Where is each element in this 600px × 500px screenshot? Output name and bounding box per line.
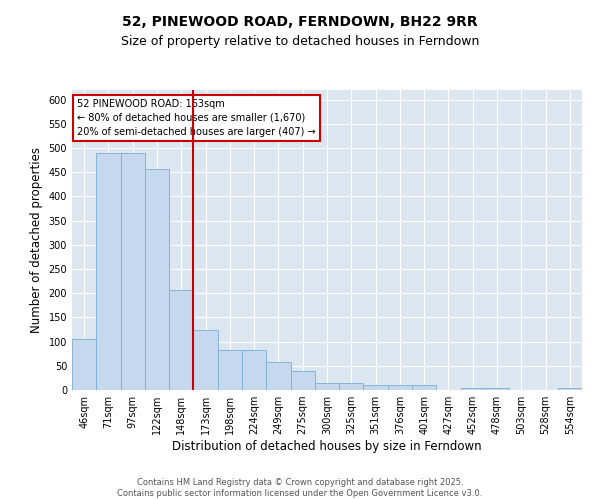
- Bar: [290, 370, 315, 390]
- Bar: [412, 384, 436, 390]
- Bar: [145, 169, 169, 390]
- Bar: [315, 383, 339, 390]
- Bar: [193, 330, 218, 390]
- Bar: [266, 362, 290, 390]
- Text: Size of property relative to detached houses in Ferndown: Size of property relative to detached ho…: [121, 35, 479, 48]
- Bar: [169, 290, 193, 390]
- Y-axis label: Number of detached properties: Number of detached properties: [30, 147, 43, 333]
- Bar: [96, 153, 121, 390]
- Bar: [242, 350, 266, 390]
- Bar: [558, 388, 582, 390]
- Text: 52, PINEWOOD ROAD, FERNDOWN, BH22 9RR: 52, PINEWOOD ROAD, FERNDOWN, BH22 9RR: [122, 15, 478, 29]
- Bar: [485, 388, 509, 390]
- Bar: [72, 339, 96, 390]
- Bar: [364, 385, 388, 390]
- Bar: [461, 388, 485, 390]
- X-axis label: Distribution of detached houses by size in Ferndown: Distribution of detached houses by size …: [172, 440, 482, 453]
- Text: Contains HM Land Registry data © Crown copyright and database right 2025.
Contai: Contains HM Land Registry data © Crown c…: [118, 478, 482, 498]
- Bar: [388, 384, 412, 390]
- Bar: [121, 153, 145, 390]
- Bar: [218, 350, 242, 390]
- Bar: [339, 383, 364, 390]
- Text: 52 PINEWOOD ROAD: 163sqm
← 80% of detached houses are smaller (1,670)
20% of sem: 52 PINEWOOD ROAD: 163sqm ← 80% of detach…: [77, 99, 316, 137]
